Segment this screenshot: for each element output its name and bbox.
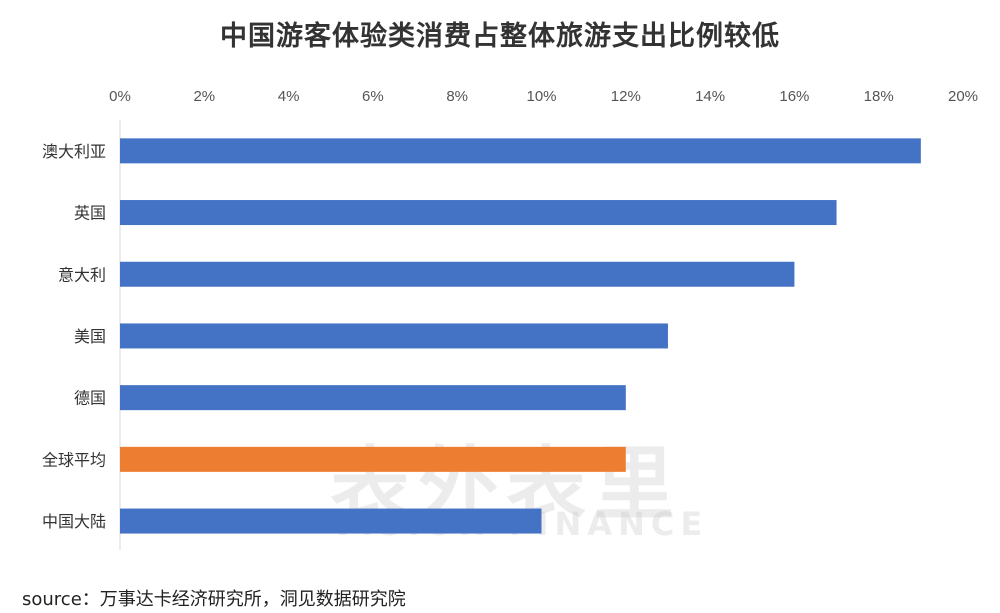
x-tick-label: 2% (193, 88, 215, 105)
category-label: 美国 (74, 327, 106, 346)
category-label: 澳大利亚 (42, 142, 106, 161)
bar (120, 323, 668, 349)
x-tick-label: 18% (864, 88, 894, 105)
category-label: 英国 (74, 204, 106, 223)
bar (120, 200, 837, 226)
x-tick-label: 14% (695, 88, 725, 105)
x-tick-label: 0% (109, 88, 131, 105)
category-label: 德国 (74, 389, 106, 408)
x-tick-label: 8% (446, 88, 468, 105)
bar (120, 508, 542, 534)
bar (120, 385, 626, 411)
category-label: 全球平均 (42, 450, 106, 469)
x-tick-label: 10% (526, 88, 556, 105)
source-note: source：万事达卡经济研究所，洞见数据研究院 (22, 589, 406, 610)
x-tick-label: 4% (278, 88, 300, 105)
chart-title: 中国游客体验类消费占整体旅游支出比例较低 (220, 21, 780, 52)
bar (120, 446, 626, 472)
bar (120, 138, 921, 164)
category-label: 意大利 (58, 265, 106, 284)
x-tick-label: 6% (362, 88, 384, 105)
bar (120, 261, 795, 287)
x-tick-label: 16% (779, 88, 809, 105)
x-tick-label: 20% (948, 88, 978, 105)
category-label: 中国大陆 (42, 512, 106, 531)
x-tick-label: 12% (611, 88, 641, 105)
